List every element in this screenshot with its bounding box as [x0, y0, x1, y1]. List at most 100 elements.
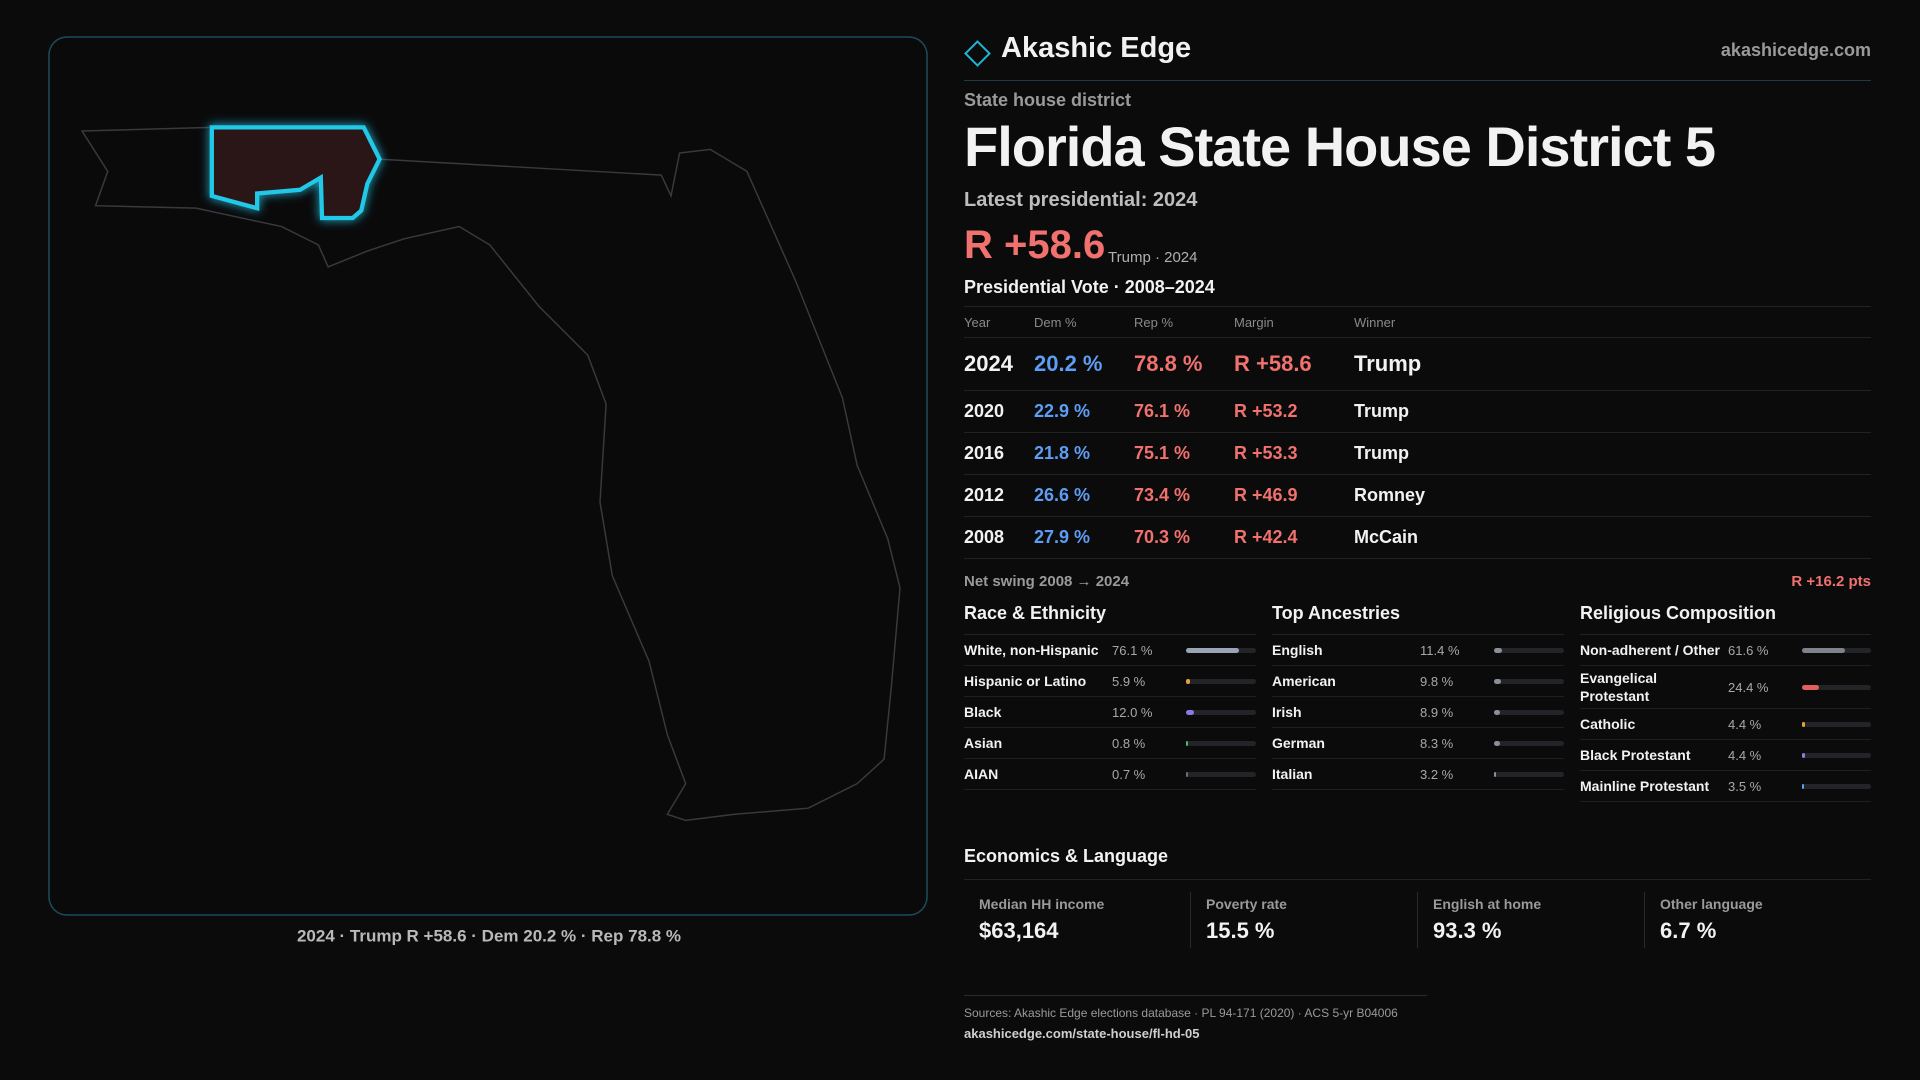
stat-value: 9.8 %: [1420, 673, 1454, 689]
table-cell: R +53.3: [1234, 443, 1298, 463]
table-cell: R +46.9: [1234, 485, 1298, 505]
stat-row: Black 12.0 %: [964, 697, 1256, 728]
details: Akashic Edge akashicedge.com State house…: [964, 0, 1871, 1080]
stat-value: 0.7 %: [1112, 766, 1146, 782]
stat-row: Mainline Protestant 3.5 %: [1580, 771, 1871, 802]
stat-label: Asian: [964, 735, 1003, 751]
stat-box: Poverty rate 15.5 %: [1190, 892, 1417, 948]
stat-label: German: [1272, 735, 1325, 751]
map-panel: [48, 36, 928, 916]
margin-note: Trump · 2024: [1108, 249, 1198, 266]
kicker: State house district: [964, 90, 1132, 110]
stat-label: AIAN: [964, 766, 999, 782]
table-cell: 78.8 %: [1134, 351, 1203, 376]
bar: [1802, 752, 1806, 758]
stat-value: 4.4 %: [1728, 747, 1762, 763]
table-cell: 75.1 %: [1134, 443, 1191, 463]
stat-value: 6.7 %: [1660, 918, 1717, 943]
bar-track: [1186, 771, 1256, 777]
stat-row: White, non-Hispanic 76.1 %: [964, 635, 1256, 666]
map-caption: 2024 · Trump R +58.6 · Dem 20.2 % · Rep …: [297, 926, 681, 945]
bar: [1494, 647, 1502, 653]
race-section: Race & Ethnicity White, non-Hispanic 76.1 …: [964, 603, 1256, 790]
table-cell: Romney: [1354, 485, 1426, 505]
table-cell: 22.9 %: [1034, 401, 1091, 421]
table-cell: 2020: [964, 401, 1005, 421]
bar-track: [1802, 752, 1871, 758]
stat-value: 8.9 %: [1420, 704, 1454, 720]
table-row: 2024 20.2 % 78.8 % R +58.6 Trump: [964, 338, 1871, 391]
stat-value: 8.3 %: [1420, 735, 1454, 751]
stat-value: 61.6 %: [1728, 642, 1769, 658]
table-cell: 70.3 %: [1134, 527, 1191, 547]
stat-label: Median HH income: [979, 896, 1105, 912]
stat-row: Hispanic or Latino 5.9 %: [964, 666, 1256, 697]
bar: [1802, 783, 1805, 789]
stat-row: English 11.4 %: [1272, 635, 1564, 666]
divider: [964, 995, 1427, 996]
stat-label: English at home: [1433, 896, 1542, 912]
bar-track: [1802, 647, 1871, 653]
table-cell: Trump: [1354, 351, 1422, 376]
stat-label: Irish: [1272, 704, 1302, 720]
bar-track: [1802, 721, 1871, 727]
stat-row: AIAN 0.7 %: [964, 759, 1256, 790]
economics-section: Economics & Language Median HH income $63,…: [964, 846, 1871, 948]
table-row: 2008 27.9 % 70.3 % R +42.4 McCain: [964, 517, 1871, 559]
column-header: Rep %: [1134, 314, 1174, 330]
headline-margin: R +58.6: [964, 223, 1106, 267]
table-cell: 2012: [964, 485, 1005, 505]
ancestry-section: Top Ancestries English 11.4 % American 9.8 %…: [1272, 603, 1564, 790]
stat-label: Catholic: [1580, 716, 1636, 732]
stat-value: 3.5 %: [1728, 778, 1762, 794]
stat-value: 76.1 %: [1112, 642, 1153, 658]
bar: [1494, 678, 1501, 684]
bar: [1802, 721, 1806, 727]
table-cell: 76.1 %: [1134, 401, 1191, 421]
stat-value: 3.2 %: [1420, 766, 1454, 782]
table-cell: 21.8 %: [1034, 443, 1091, 463]
bar-track: [1494, 709, 1564, 715]
stat-label: American: [1272, 673, 1336, 689]
bar: [1186, 740, 1188, 746]
stat-row: Catholic 4.4 %: [1580, 709, 1871, 740]
stat-row: American 9.8 %: [1272, 666, 1564, 697]
bar-track: [1494, 678, 1564, 684]
stat-label: Black: [964, 704, 1002, 720]
bar: [1802, 684, 1819, 690]
stat-row: Irish 8.9 %: [1272, 697, 1564, 728]
section-title: Economics & Language: [964, 846, 1871, 880]
stat-value: 24.4 %: [1728, 679, 1769, 695]
table-cell: 20.2 %: [1034, 351, 1103, 376]
column-header: Margin: [1234, 314, 1274, 330]
stat-label: Italian: [1272, 766, 1313, 782]
section-title: Race & Ethnicity: [964, 603, 1256, 635]
bar: [1186, 771, 1188, 777]
stat-row: Non-adherent / Other 61.6 %: [1580, 635, 1871, 666]
stat-box: Other language 6.7 %: [1644, 892, 1871, 948]
page-title: Florida State House District 5: [964, 115, 1716, 178]
stat-label: White, non-Hispanic: [964, 642, 1099, 658]
sources: Sources: Akashic Edge elections database…: [964, 1006, 1398, 1020]
stat-value: 0.8 %: [1112, 735, 1146, 751]
stat-value: $63,164: [979, 918, 1059, 943]
bar-track: [1802, 684, 1871, 690]
stat-value: 5.9 %: [1112, 673, 1146, 689]
table-cell: 73.4 %: [1134, 485, 1191, 505]
table-row: 2020 22.9 % 76.1 % R +53.2 Trump: [964, 391, 1871, 433]
stat-label: Other language: [1660, 896, 1763, 912]
table-row: 2012 26.6 % 73.4 % R +46.9 Romney: [964, 475, 1871, 517]
table-cell: R +53.2: [1234, 401, 1298, 421]
section-title: Top Ancestries: [1272, 603, 1564, 635]
bar: [1802, 647, 1845, 653]
map: 2024 · Trump R +58.6 · Dem 20.2 % · Rep …: [48, 36, 928, 945]
bar: [1186, 709, 1195, 715]
table-title: Presidential Vote · 2008–2024: [964, 277, 1215, 297]
stat-box: English at home 93.3 %: [1417, 892, 1644, 948]
bar: [1494, 771, 1497, 777]
table-cell: 2024: [964, 351, 1013, 376]
table-cell: Trump: [1354, 443, 1410, 463]
religion-section: Religious Composition Non-adherent / Othe…: [1580, 603, 1871, 802]
stat-row: Black Protestant 4.4 %: [1580, 740, 1871, 771]
